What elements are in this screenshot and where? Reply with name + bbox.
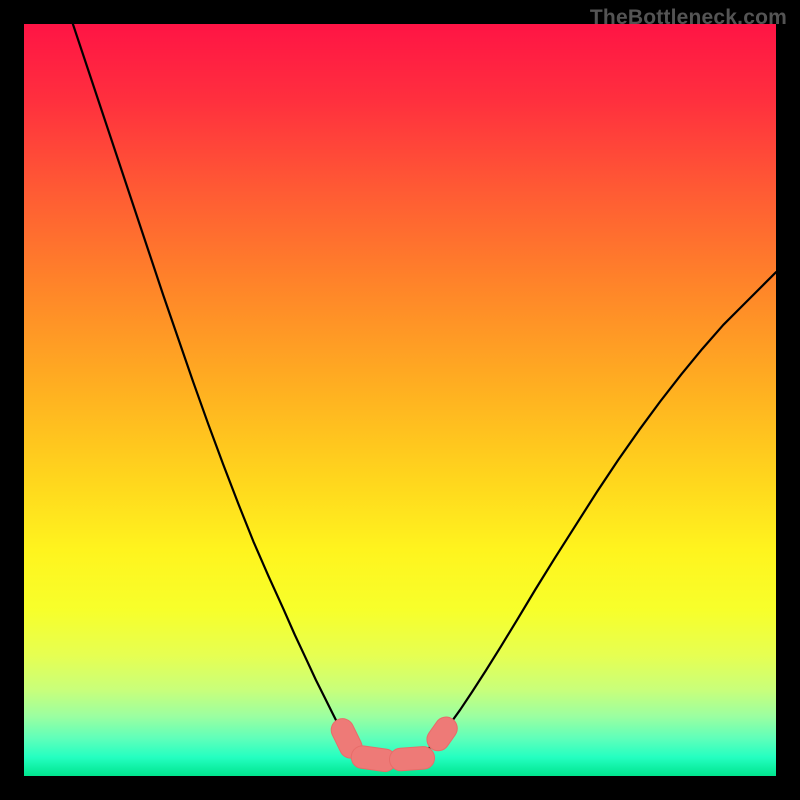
watermark-text: TheBottleneck.com (590, 6, 787, 30)
chart-svg (24, 24, 776, 776)
chart-frame: TheBottleneck.com (0, 0, 800, 800)
trough-marker-2 (389, 746, 436, 772)
chart-background (24, 24, 776, 776)
plot-area (24, 24, 776, 776)
